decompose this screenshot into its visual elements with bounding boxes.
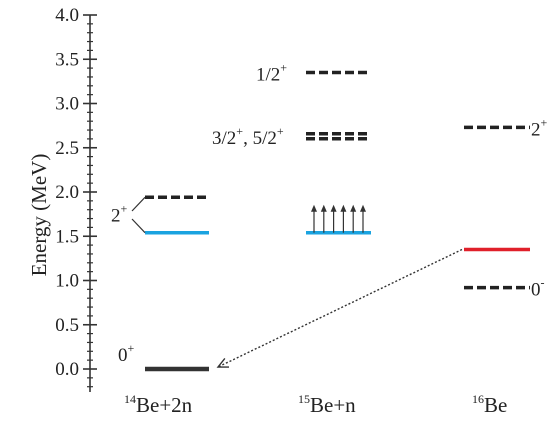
category-name: Be	[484, 393, 507, 417]
level-label-sup-2: +	[277, 124, 284, 138]
decay-arrow	[217, 248, 463, 368]
y-tick-label: 2.0	[55, 182, 79, 203]
label-connector	[131, 196, 146, 212]
level-label-text: 1/2	[256, 65, 280, 86]
category-label-be16: 16Be	[472, 392, 507, 417]
category-label-be14: 14Be+2n	[124, 392, 193, 417]
level-label-sup: +	[236, 124, 243, 138]
level-label-be16-2plus: 2+	[531, 115, 547, 140]
y-axis: 0.0 0.5 1.0 1.5 2.0 2.5 3.0 3.5 4.0	[55, 5, 97, 392]
category-mass: 16	[472, 392, 484, 406]
level-label-sup: +	[128, 341, 135, 355]
y-axis-label: Energy (MeV)	[27, 154, 51, 277]
label-connector	[131, 218, 146, 234]
level-label-be15-half: 1/2+	[256, 61, 287, 86]
category-name: Be+2n	[136, 393, 193, 417]
decay-arrow-head	[216, 357, 230, 368]
level-label-be14-2plus: 2+	[111, 201, 128, 226]
level-label-text: 3/2	[212, 128, 236, 149]
level-label-text: 2	[531, 119, 541, 140]
level-label-sup: -	[541, 276, 545, 290]
level-label-sup: +	[541, 115, 547, 129]
level-label-be16-0: 0-	[531, 276, 545, 301]
level-label-sup: +	[280, 61, 287, 75]
category-mass: 15	[298, 392, 310, 406]
category-labels: 14Be+2n 15Be+n 16Be	[124, 392, 507, 417]
level-label-be15-3-5: 3/2+, 5/2+	[212, 124, 284, 149]
category-label-be15: 15Be+n	[298, 392, 356, 417]
y-tick-label: 4.0	[55, 5, 79, 26]
level-label-text-2: , 5/2	[243, 128, 277, 149]
arrow-head	[311, 204, 317, 212]
category-mass: 14	[124, 392, 136, 406]
arrow-head	[330, 204, 337, 212]
arrow-head	[350, 204, 357, 212]
arrow-head	[360, 204, 366, 212]
level-label-sup: +	[121, 201, 128, 215]
level-label-text: 2	[111, 205, 121, 226]
level-label-be14-gs: 0+	[118, 341, 135, 366]
level-label-text: 0	[531, 280, 541, 301]
y-tick-label: 0.5	[55, 315, 79, 336]
category-name: Be+n	[310, 393, 356, 417]
y-tick-label: 2.5	[55, 138, 79, 159]
y-tick-label: 3.0	[55, 94, 79, 115]
y-tick-label: 1.5	[55, 226, 79, 247]
y-tick-label: 0.0	[55, 359, 79, 380]
level-label-text: 0	[118, 345, 128, 366]
levels-layer: 0+2+3/2+, 5/2+1/2+2+0-	[111, 61, 547, 372]
arrow-head	[320, 204, 327, 212]
y-tick-label: 3.5	[55, 49, 79, 70]
y-tick-label: 1.0	[55, 271, 79, 292]
arrow-head	[340, 204, 347, 212]
